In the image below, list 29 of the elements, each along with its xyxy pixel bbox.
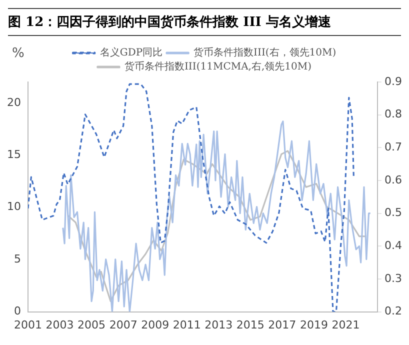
y2-tick-label: 0.5 xyxy=(384,206,402,220)
chart-title: 图 12：四因子得到的中国货币条件指数 III 与名义增速 xyxy=(8,8,401,36)
y2-tick-label: 0.4 xyxy=(384,239,402,252)
y-tick-label: 5 xyxy=(14,252,21,266)
x-tick-label: 2007 xyxy=(109,318,138,332)
x-tick-label: 2021 xyxy=(332,318,360,332)
x-tick-label: 2009 xyxy=(141,318,170,332)
y2-tick-label: 0.9 xyxy=(384,74,402,88)
y-tick-label: 20 xyxy=(6,96,21,109)
x-tick-label: 2019 xyxy=(300,318,328,332)
x-tick-label: 2011 xyxy=(172,318,201,332)
x-tick-label: 2003 xyxy=(46,318,74,332)
y-tick-label: 10 xyxy=(6,200,21,214)
y-tick-label: 0 xyxy=(14,304,21,318)
x-tick-label: 2015 xyxy=(236,318,264,332)
y2-tick-label: 0.3 xyxy=(384,272,402,285)
y2-tick-label: 0.6 xyxy=(384,173,402,186)
legend-label: 货币条件指数III(11MCMA,右,领先10M) xyxy=(124,60,312,73)
y-tick-label: 15 xyxy=(6,148,21,161)
y-axis-title: % xyxy=(12,46,24,61)
x-tick-label: 2001 xyxy=(14,318,42,332)
y2-tick-label: 0.8 xyxy=(384,108,402,121)
x-tick-label: 2017 xyxy=(268,318,296,332)
y2-tick-label: 0.2 xyxy=(384,304,402,318)
legend-label: 货币条件指数III(右，领先10M) xyxy=(194,46,336,59)
x-tick-label: 2013 xyxy=(204,318,233,332)
legend-label: 名义GDP同比 xyxy=(100,46,163,59)
x-tick-label: 2005 xyxy=(78,318,106,332)
y2-tick-label: 0.7 xyxy=(384,140,402,154)
